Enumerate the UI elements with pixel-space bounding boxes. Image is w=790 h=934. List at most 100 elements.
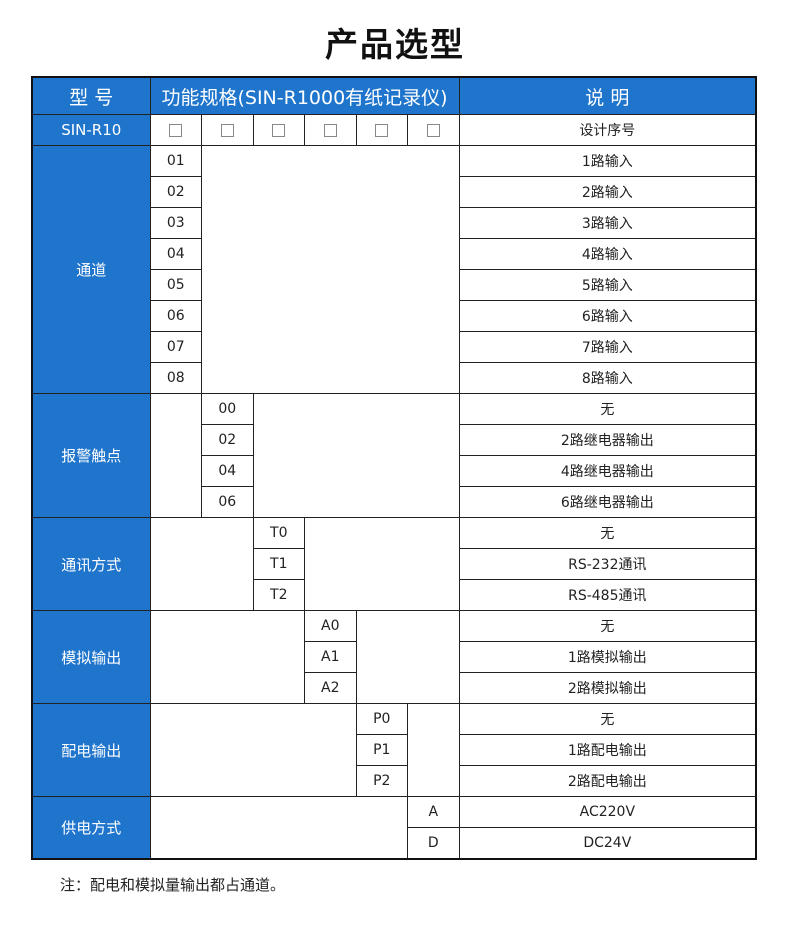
table-row: 05 5路输入 xyxy=(32,269,757,301)
option-desc: 6路输入 xyxy=(458,300,757,332)
option-desc: 2路输入 xyxy=(458,176,757,208)
model-row: SIN-R10 设计序号 xyxy=(31,114,757,146)
group-label: 通讯方式 xyxy=(31,517,151,611)
option-desc: 1路模拟输出 xyxy=(458,641,757,673)
blank-cell xyxy=(355,610,460,704)
table-row: 06 6路输入 xyxy=(32,300,757,332)
checkbox-icon xyxy=(426,123,440,137)
group-label: 供电方式 xyxy=(31,796,151,860)
option-code: 04 xyxy=(149,238,202,270)
option-code: 03 xyxy=(149,207,202,239)
option-desc: RS-232通讯 xyxy=(458,548,757,580)
option-desc: 1路配电输出 xyxy=(458,734,757,766)
table-row: 模拟输出 A0 无 xyxy=(31,610,757,704)
option-checkbox-cell xyxy=(304,114,357,146)
blank-cell xyxy=(407,703,460,797)
footnote: 注：配电和模拟量输出都占通道。 xyxy=(60,876,286,894)
option-code: T0 xyxy=(252,517,305,549)
checkbox-icon xyxy=(272,123,286,137)
option-code: 02 xyxy=(201,424,254,456)
option-code: 00 xyxy=(201,393,254,425)
blank-cell xyxy=(149,517,254,611)
option-checkbox-cell xyxy=(407,114,460,146)
option-desc: 无 xyxy=(458,517,757,549)
group-label: 模拟输出 xyxy=(31,610,151,704)
table-row: 02 2路继电器输出 xyxy=(32,424,757,456)
table-row: D DC24V xyxy=(32,827,757,860)
option-code: P0 xyxy=(355,703,408,735)
table-row: 04 4路输入 xyxy=(32,238,757,270)
option-code: 08 xyxy=(149,362,202,394)
blank-cell xyxy=(252,393,460,518)
option-code: A1 xyxy=(304,641,357,673)
option-checkbox-cell xyxy=(252,114,305,146)
blank-cell xyxy=(149,610,305,704)
option-code: A0 xyxy=(304,610,357,642)
option-code: 06 xyxy=(149,300,202,332)
option-code: 04 xyxy=(201,455,254,487)
option-desc: DC24V xyxy=(458,827,757,860)
option-desc: 5路输入 xyxy=(458,269,757,301)
option-desc: AC220V xyxy=(458,796,757,828)
option-desc: 4路继电器输出 xyxy=(458,455,757,487)
option-desc: 6路继电器输出 xyxy=(458,486,757,518)
option-code: A xyxy=(407,796,460,828)
table-row: 配电输出 P0 无 xyxy=(31,703,757,797)
option-code: 06 xyxy=(201,486,254,518)
option-code: 07 xyxy=(149,331,202,363)
option-desc: 无 xyxy=(458,703,757,735)
option-checkbox-cell xyxy=(201,114,254,146)
model-code: SIN-R10 xyxy=(31,114,151,146)
table-row: T2 RS-485通讯 xyxy=(32,579,757,611)
option-code: 01 xyxy=(149,145,202,177)
option-desc: 8路输入 xyxy=(458,362,757,394)
table-row: 06 6路继电器输出 xyxy=(32,486,757,518)
table-row: 报警触点 00 无 xyxy=(31,393,757,518)
checkbox-icon xyxy=(169,123,183,137)
option-desc: 无 xyxy=(458,393,757,425)
option-code: T2 xyxy=(252,579,305,611)
checkbox-icon xyxy=(323,123,337,137)
option-code: A2 xyxy=(304,672,357,704)
header-spec: 功能规格(SIN-R1000有纸记录仪) xyxy=(149,76,460,115)
checkbox-icon xyxy=(220,123,234,137)
option-desc: 无 xyxy=(458,610,757,642)
selection-table: 型 号 功能规格(SIN-R1000有纸记录仪) 说 明 SIN-R10 设计序… xyxy=(31,76,758,860)
blank-cell xyxy=(149,393,202,518)
group-label: 通道 xyxy=(31,145,151,394)
table-row: P1 1路配电输出 xyxy=(32,734,757,766)
option-desc: 7路输入 xyxy=(458,331,757,363)
table-row: 03 3路输入 xyxy=(32,207,757,239)
table-row: 通道 01 1路输入 xyxy=(31,145,757,394)
model-desc: 设计序号 xyxy=(458,114,757,146)
option-checkbox-cell xyxy=(355,114,408,146)
table-row: P2 2路配电输出 xyxy=(32,765,757,797)
option-desc: 2路配电输出 xyxy=(458,765,757,797)
group-label: 配电输出 xyxy=(31,703,151,797)
checkbox-icon xyxy=(375,123,389,137)
table-row: 08 8路输入 xyxy=(32,362,757,394)
option-code: P2 xyxy=(355,765,408,797)
option-desc: 2路继电器输出 xyxy=(458,424,757,456)
blank-cell xyxy=(304,517,460,611)
option-desc: 2路模拟输出 xyxy=(458,672,757,704)
option-desc: 1路输入 xyxy=(458,145,757,177)
option-desc: 4路输入 xyxy=(458,238,757,270)
table-row: A2 2路模拟输出 xyxy=(32,672,757,704)
table-row: 供电方式 A AC220V xyxy=(31,796,757,860)
table-row: A1 1路模拟输出 xyxy=(32,641,757,673)
option-code: 05 xyxy=(149,269,202,301)
table-row: 02 2路输入 xyxy=(32,176,757,208)
option-code: T1 xyxy=(252,548,305,580)
blank-cell xyxy=(149,796,408,860)
option-desc: RS-485通讯 xyxy=(458,579,757,611)
page-title: 产品选型 xyxy=(325,25,465,64)
option-code: D xyxy=(407,827,460,860)
blank-cell xyxy=(149,703,357,797)
blank-cell xyxy=(201,145,460,394)
table-row: 07 7路输入 xyxy=(32,331,757,363)
option-desc: 3路输入 xyxy=(458,207,757,239)
header-desc: 说 明 xyxy=(458,76,757,115)
option-checkbox-cell xyxy=(149,114,202,146)
header-model: 型 号 xyxy=(31,76,151,115)
